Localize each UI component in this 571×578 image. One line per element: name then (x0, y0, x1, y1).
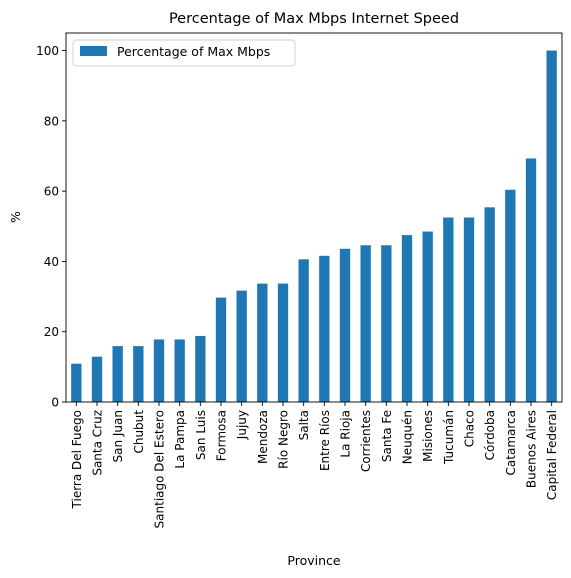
bars-group (71, 50, 557, 402)
bar (153, 339, 165, 402)
x-axis-label: Province (287, 553, 340, 568)
bar (133, 346, 144, 402)
bar (257, 283, 268, 402)
x-tick-label: La Rioja (339, 410, 353, 458)
y-tick-label: 80 (44, 114, 59, 128)
x-tick-label: San Luis (194, 410, 208, 460)
x-tick-label: Chaco (463, 410, 477, 447)
x-axis: Tierra Del Fuego Santa Cruz San Juan Chubut… (70, 402, 559, 528)
bar (339, 248, 351, 402)
y-tick-label: 100 (36, 44, 59, 58)
x-tick-label: Tucumán (442, 410, 456, 465)
bar (195, 335, 206, 402)
bar (525, 158, 537, 402)
x-tick-label: Corrientes (359, 410, 373, 472)
x-tick-label: Chubut (132, 410, 146, 454)
bar (484, 207, 495, 402)
y-tick-label: 20 (44, 325, 59, 339)
bar (236, 290, 247, 402)
x-tick-label: Capital Federal (545, 410, 559, 500)
x-tick-label: Misiones (421, 410, 435, 462)
bar (112, 346, 123, 402)
y-tick-label: 0 (51, 396, 59, 410)
bar (91, 356, 103, 402)
x-tick-label: Tierra Del Fuego (70, 410, 84, 509)
x-tick-label: La Pampa (173, 410, 187, 469)
bar (360, 245, 371, 402)
bar (381, 245, 392, 402)
bar (277, 283, 289, 402)
legend-swatch (80, 46, 107, 56)
bar (215, 297, 227, 402)
y-axis-label: % (8, 211, 23, 223)
y-tick-label: 40 (44, 255, 59, 269)
legend: Percentage of Max Mbps (72, 39, 296, 67)
x-tick-label: Neuquén (401, 410, 415, 464)
x-tick-label: Mendoza (256, 410, 270, 464)
x-tick-label: Buenos Aires (525, 410, 539, 488)
legend-label: Percentage of Max Mbps (117, 44, 270, 59)
bar (546, 50, 557, 402)
plot-frame (65, 32, 563, 403)
bar (71, 363, 82, 402)
x-tick-label: Santa Fe (380, 410, 394, 462)
x-tick-label: Río Negro (277, 410, 291, 469)
bar (401, 235, 413, 402)
x-tick-label: Catamarca (504, 410, 518, 475)
chart-title: Percentage of Max Mbps Internet Speed (169, 11, 459, 27)
bar (174, 339, 185, 402)
y-axis: 0 20 40 60 80 100 (36, 44, 66, 410)
x-tick-label: Córdoba (483, 410, 497, 460)
legend-frame (72, 39, 296, 67)
x-tick-label: Santa Cruz (91, 410, 105, 476)
x-tick-label: Formosa (215, 410, 229, 461)
x-tick-label: Entre Ríos (318, 410, 332, 471)
x-tick-label: Santiago Del Estero (153, 410, 167, 528)
x-tick-label: San Juan (111, 410, 125, 463)
bar (298, 259, 309, 402)
bar (505, 189, 516, 402)
x-tick-label: Salta (297, 410, 311, 440)
y-tick-label: 60 (44, 185, 59, 199)
bar (463, 217, 475, 402)
bar (319, 255, 330, 402)
bar (422, 231, 433, 402)
x-tick-label: Jujuy (235, 410, 249, 440)
bar (443, 217, 454, 402)
